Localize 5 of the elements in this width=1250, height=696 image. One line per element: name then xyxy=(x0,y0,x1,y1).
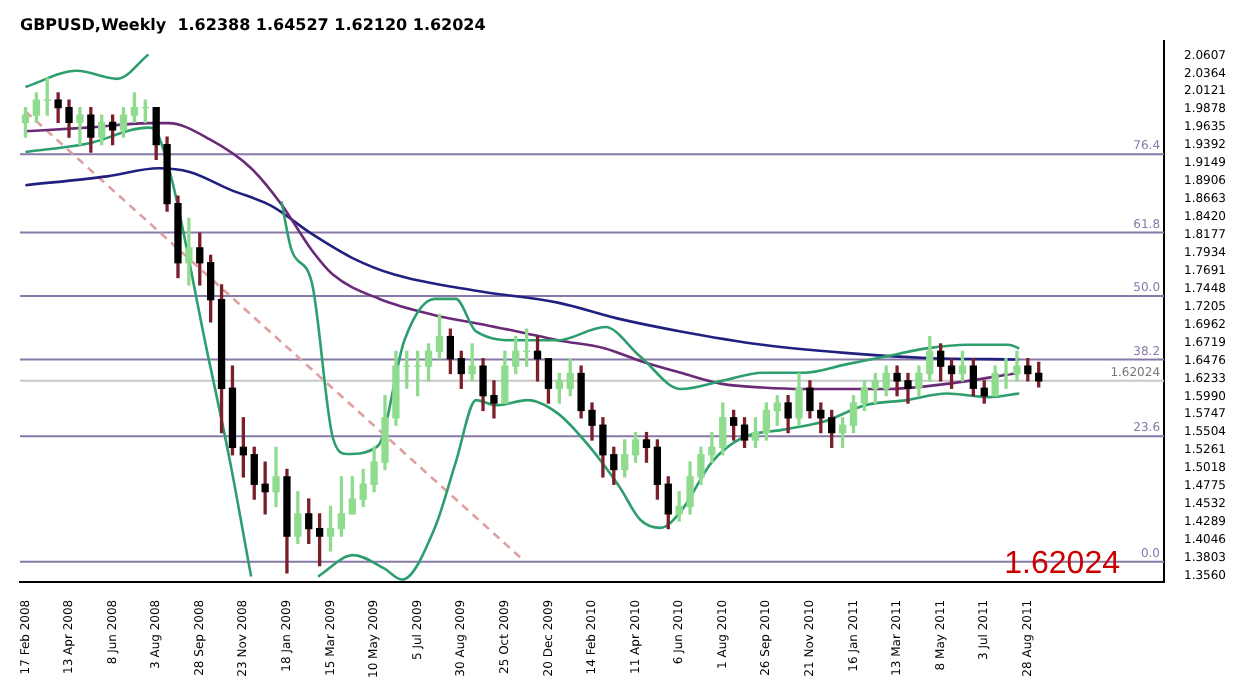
chart-title: GBPUSD,Weekly 1.62388 1.64527 1.62120 1.62024 xyxy=(20,15,487,34)
candlestick xyxy=(76,107,84,146)
annotation: 1.62024 xyxy=(1004,546,1121,581)
candlestick xyxy=(468,343,476,382)
candlestick xyxy=(185,217,193,286)
